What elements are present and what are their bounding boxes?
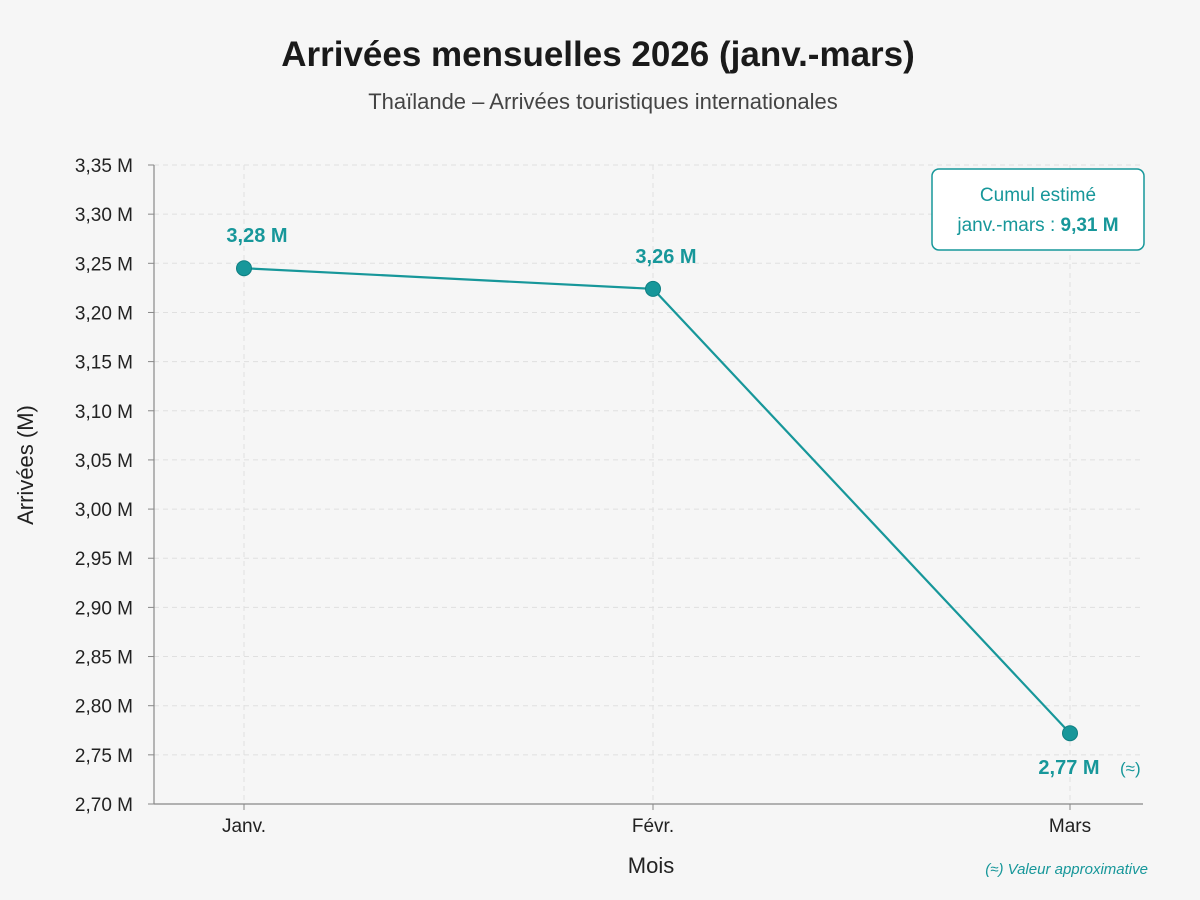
x-tick-label: Mars — [1049, 816, 1091, 837]
series-line — [243, 267, 1071, 734]
y-tick-labels: 3,35 M 3,30 M 3,25 M 3,20 M 3,15 M 3,10 M 3,05… — [75, 156, 133, 816]
data-label: 2,77 M — [1038, 757, 1099, 779]
axes — [148, 164, 1143, 810]
data-point — [645, 280, 661, 297]
data-point — [236, 260, 252, 277]
grid — [154, 164, 1143, 804]
y-tick-label: 3,35 M — [75, 156, 133, 177]
series — [236, 260, 1078, 742]
y-tick-label: 3,25 M — [75, 254, 133, 275]
chart-subtitle: Thaïlande – Arrivées touristiques intern… — [368, 89, 838, 114]
approx-footnote: (≈) Valeur approximative — [985, 861, 1148, 878]
cumulative-annotation-box: Cumul estimé janv.-mars : 9,31 M — [931, 168, 1145, 251]
annotation-prefix: janv.-mars : — [956, 215, 1060, 236]
annotation-line1: Cumul estimé — [980, 185, 1096, 206]
annotation-value: 9,31 M — [1061, 215, 1119, 236]
y-tick-label: 3,15 M — [75, 353, 133, 374]
x-tick-label: Janv. — [222, 816, 266, 837]
data-point — [1062, 725, 1078, 742]
y-tick-label: 2,80 M — [75, 697, 133, 718]
data-label: 3,26 M — [635, 246, 696, 268]
y-tick-label: 2,95 M — [75, 549, 133, 570]
x-axis-label: Mois — [628, 853, 674, 878]
y-tick-label: 2,70 M — [75, 795, 133, 816]
data-labels: 3,28 M 3,26 M 2,77 M (≈) — [226, 225, 1140, 779]
data-label: 3,28 M — [226, 225, 287, 247]
y-tick-label: 3,10 M — [75, 402, 133, 423]
y-tick-label: 2,90 M — [75, 598, 133, 619]
y-tick-label: 3,05 M — [75, 451, 133, 472]
chart-title: Arrivées mensuelles 2026 (janv.-mars) — [281, 35, 915, 74]
y-tick-label: 3,20 M — [75, 303, 133, 324]
annotation-line2: janv.-mars : 9,31 M — [956, 215, 1118, 236]
annotation-frame — [931, 168, 1145, 251]
y-tick-label: 2,85 M — [75, 648, 133, 669]
y-tick-label: 3,00 M — [75, 500, 133, 521]
y-axis-label: Arrivées (M) — [13, 405, 38, 525]
y-tick-label: 3,30 M — [75, 205, 133, 226]
x-tick-label: Févr. — [632, 816, 674, 837]
approx-marker: (≈) — [1120, 759, 1141, 778]
x-tick-labels: Janv. Févr. Mars — [222, 816, 1091, 837]
y-tick-label: 2,75 M — [75, 746, 133, 767]
